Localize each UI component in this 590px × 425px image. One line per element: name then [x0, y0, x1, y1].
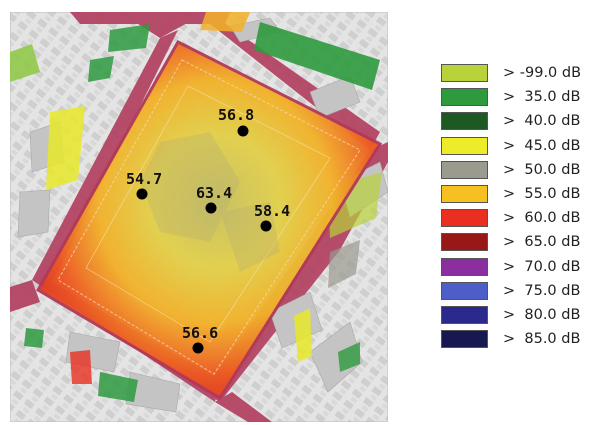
legend-label: > 35.0 dB: [503, 89, 581, 106]
legend-swatch: [441, 88, 488, 107]
legend-item: > 55.0 dB: [441, 184, 589, 209]
legend-item: > -99.0 dB: [441, 64, 589, 88]
noise-footprint: [35, 40, 383, 401]
legend-swatch: [441, 112, 488, 131]
legend-item: > 35.0 dB: [441, 88, 589, 112]
legend-label: > 55.0 dB: [503, 185, 581, 202]
legend-item: > 45.0 dB: [441, 136, 589, 161]
measurement-point: 63.4: [196, 184, 232, 214]
legend-item: > 65.0 dB: [441, 233, 589, 257]
legend-swatch: [441, 305, 488, 324]
legend-item: > 80.0 dB: [441, 305, 589, 330]
legend-label: > 45.0 dB: [503, 137, 581, 154]
legend-swatch: [441, 209, 488, 228]
legend-item: > 50.0 dB: [441, 160, 589, 185]
legend-item: > 75.0 dB: [441, 281, 589, 306]
legend-swatch: [441, 233, 488, 252]
legend-swatch: [441, 330, 488, 349]
legend-label: > 50.0 dB: [503, 161, 581, 178]
measurement-label: 56.6: [182, 324, 218, 342]
legend-swatch: [441, 257, 488, 276]
legend-swatch: [441, 64, 488, 82]
measurement-label: 56.8: [218, 106, 254, 124]
legend: > -99.0 dB > 35.0 dB > 40.0 dB > 45.0 dB > 5…: [441, 64, 589, 354]
measurement-points: 56.8 54.7 63.4 58.4 56.6: [126, 106, 290, 354]
legend-label: > 75.0 dB: [503, 282, 581, 299]
measurement-point: 58.4: [254, 202, 290, 232]
noise-contour-inner: [85, 85, 331, 343]
legend-item: > 70.0 dB: [441, 257, 589, 282]
legend-swatch: [441, 160, 488, 179]
legend-label: > 60.0 dB: [503, 210, 581, 227]
measurement-label: 63.4: [196, 184, 232, 202]
measurement-point: 56.8: [218, 106, 254, 137]
legend-label: > 65.0 dB: [503, 234, 581, 251]
measurement-label: 58.4: [254, 202, 290, 220]
legend-swatch: [441, 136, 488, 155]
facade-levels: [10, 12, 382, 402]
noise-map: 56.8 54.7 63.4 58.4 56.6: [10, 12, 388, 422]
legend-item: > 40.0 dB: [441, 112, 589, 136]
legend-swatch: [441, 281, 488, 300]
legend-item: > 60.0 dB: [441, 209, 589, 233]
noise-contour: [57, 59, 361, 375]
measurement-label: 54.7: [126, 170, 162, 188]
legend-swatch: [441, 184, 488, 203]
measurement-point: 54.7: [126, 170, 162, 200]
measurement-point: 56.6: [182, 324, 218, 354]
legend-label: > 85.0 dB: [503, 331, 581, 348]
legend-label: > 40.0 dB: [503, 113, 581, 130]
legend-label: > -99.0 dB: [503, 65, 582, 81]
legend-label: > 80.0 dB: [503, 306, 581, 323]
courtyard-texture: [140, 132, 280, 272]
legend-item: > 85.0 dB: [441, 330, 589, 354]
legend-label: > 70.0 dB: [503, 258, 581, 275]
